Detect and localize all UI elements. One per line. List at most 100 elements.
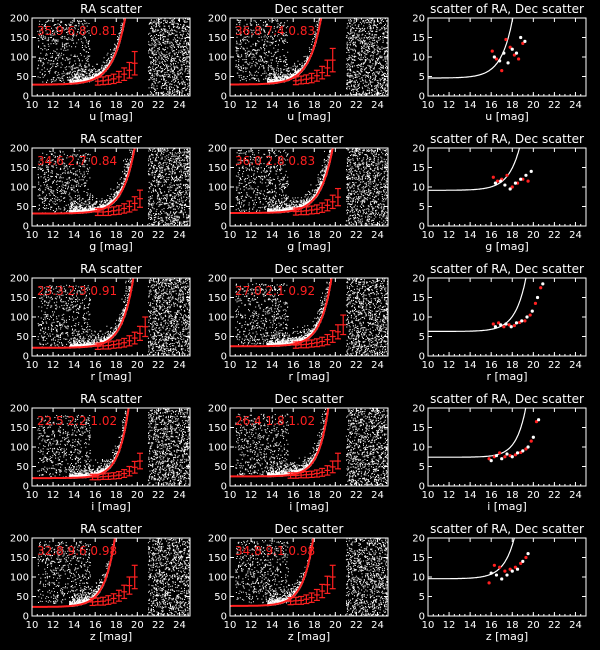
y-tick-label: 0 [419,612,425,623]
y-tick-label: 200 [208,144,227,155]
x-axis-label: z [mag] [288,630,330,643]
y-tick-label: 100 [10,443,29,454]
star-scatter-cloud [37,538,190,616]
x-tick-label: 22 [548,100,561,111]
binned-point [126,576,133,595]
white-ratio-point [530,309,534,313]
red-ratio-point [498,565,502,569]
x-tick-label: 12 [47,100,60,111]
y-tick-label: 100 [208,53,227,64]
x-axis-label: z [mag] [90,630,132,643]
binned-point [292,596,299,605]
x-tick-label: 10 [422,620,435,631]
x-axis-label: z [mag] [486,630,528,643]
x-tick-label: 16 [287,620,300,631]
binned-point [131,196,138,211]
red-ratio-point [508,567,512,571]
red-ratio-point [504,37,508,42]
x-tick-label: 14 [464,360,477,371]
x-tick-label: 20 [527,620,540,631]
y-tick-label: 5 [419,202,425,213]
y-axis: 0 50 100 150 200 [208,534,388,623]
x-tick-label: 10 [224,360,237,371]
x-axis-label: u [mag] [485,110,529,123]
y-axis: 0 5 10 15 20 [412,14,586,103]
binned-point [298,595,305,605]
panel-title: scatter of RA, Dec scatter [430,2,584,16]
red-ratio-point [490,49,494,53]
x-tick-label: 16 [89,360,102,371]
x-tick-label: 18 [308,360,321,371]
binned-point [131,50,138,76]
x-tick-label: 16 [287,230,300,241]
red-ratio-point [494,57,499,61]
binned-point [121,584,128,600]
binned-point [94,342,101,350]
star-scatter-cloud [37,148,190,226]
binned-point [110,73,117,85]
binned-point [110,472,117,480]
x-tick-label: 10 [422,490,435,501]
binned-point [308,205,315,215]
panel-r3c2: scatter of RA, Dec scatter 10 12 14 16 18 20 22… [412,392,587,513]
red-ratio-point [512,323,516,328]
binned-point [105,595,112,605]
y-tick-label: 0 [419,92,425,103]
y-tick-label: 150 [208,293,227,304]
fit-parameters: 27.0 2.1 0.92 [235,284,315,298]
y-tick-label: 10 [412,313,425,324]
x-axis-label: g [mag] [287,240,331,253]
binned-point [329,564,336,590]
x-tick-label: 14 [68,360,81,371]
y-tick-label: 50 [214,72,227,83]
y-tick-label: 100 [208,313,227,324]
binned-point [329,47,336,73]
white-ratio-point [494,453,499,458]
binned-point [136,325,143,341]
panel-r4c0: RA scatter 32.8 9.6 0.98 10 12 14 16 18 20 22 24 z… [10,522,191,643]
fit-parameters: 34.8 9.1 0.98 [235,544,315,558]
binned-point [292,76,299,86]
white-ratio-point [492,55,496,59]
white-ratio-point [500,577,504,581]
x-axis: 10 12 14 16 18 20 22 24 [26,18,191,111]
panel-r2c1: Dec scatter 27.0 2.1 0.92 10 12 14 16 18 20 22 24… [208,262,389,383]
x-tick-label: 12 [245,230,258,241]
panel-title: scatter of RA, Dec scatter [430,522,584,536]
white-ratio-point [493,181,498,185]
x-tick-label: 18 [110,490,123,501]
x-tick-label: 22 [350,620,363,631]
x-axis-label: i [mag] [289,500,329,513]
y-tick-label: 50 [16,462,29,473]
binned-point [303,470,310,479]
x-axis: 10 12 14 16 18 20 22 24 [422,538,587,631]
binned-point [329,194,336,210]
binned-point [313,69,320,82]
y-tick-label: 10 [412,443,425,454]
red-ratio-point [503,569,507,573]
y-tick-label: 10 [412,573,425,584]
x-tick-label: 24 [569,360,582,371]
fit-curve [428,538,515,580]
white-ratio-point [519,177,523,181]
white-ratio-point [513,181,518,185]
panel-title: RA scatter [80,262,142,276]
x-tick-label: 20 [329,230,342,241]
y-tick-label: 50 [214,592,227,603]
binned-point [329,460,336,474]
x-tick-label: 12 [47,620,60,631]
red-ratio-point [526,179,530,183]
panel-title: scatter of RA, Dec scatter [430,262,584,276]
panel-title: Dec scatter [275,392,344,406]
x-tick-label: 18 [506,360,519,371]
x-tick-label: 20 [527,360,540,371]
x-tick-label: 12 [245,100,258,111]
y-tick-label: 5 [419,462,425,473]
red-ratio-point [516,57,521,61]
x-tick-label: 12 [47,360,60,371]
binned-point [319,65,326,80]
panel-title: Dec scatter [275,262,344,276]
binned-point [126,200,133,213]
x-tick-label: 22 [548,620,561,631]
y-axis: 0 50 100 150 200 [10,534,190,623]
